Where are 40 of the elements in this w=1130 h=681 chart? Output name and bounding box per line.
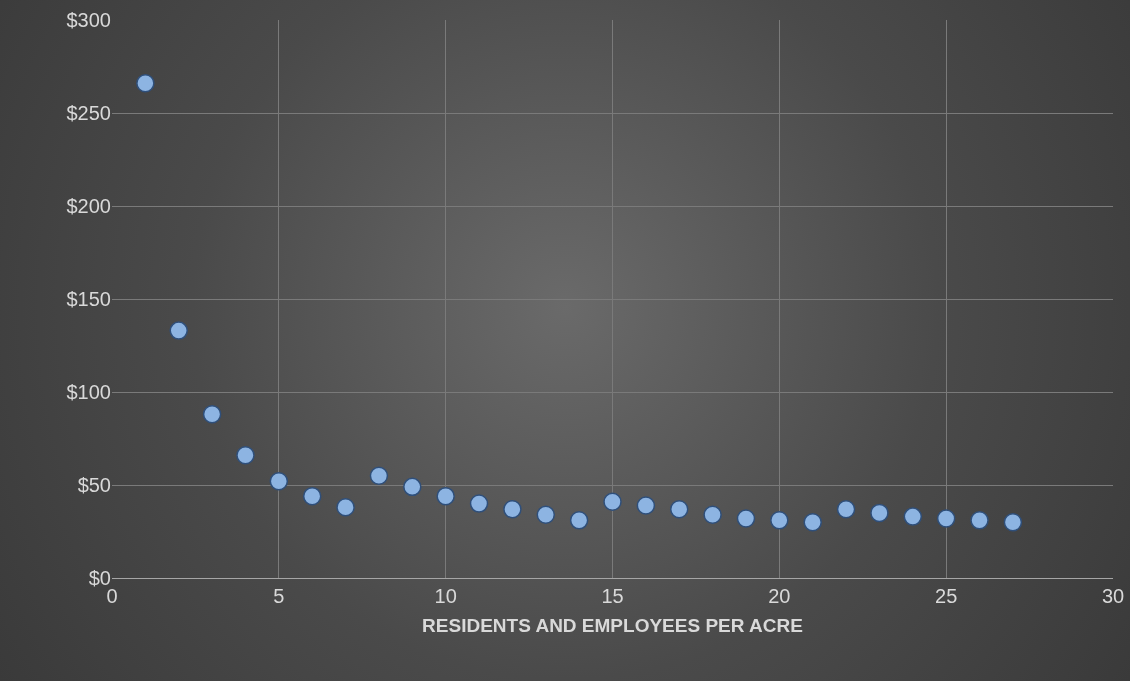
- point: [269, 472, 289, 491]
- y-tick-label: $300: [66, 9, 111, 31]
- point: [136, 73, 155, 93]
- point: [1003, 512, 1023, 532]
- point: [403, 477, 422, 497]
- point: [536, 505, 556, 524]
- x-tick-label: 5: [273, 585, 285, 607]
- y-tick-label: $50: [77, 474, 111, 496]
- point: [636, 496, 656, 515]
- point: [336, 498, 355, 517]
- x-axis-title: RESIDENTS AND EMPLOYEES PER ACRE: [422, 614, 803, 636]
- x-tick-label: 10: [434, 585, 457, 607]
- point: [369, 466, 389, 485]
- x-tick-label: 20: [768, 585, 791, 607]
- y-tick-label: $250: [66, 102, 111, 124]
- point: [736, 509, 756, 528]
- point: [703, 505, 722, 524]
- point: [803, 512, 822, 532]
- point: [236, 445, 255, 465]
- point: [302, 486, 322, 506]
- point: [970, 511, 989, 530]
- x-tick-label: 25: [935, 585, 958, 607]
- point: [669, 499, 689, 519]
- point: [936, 509, 956, 528]
- point: [870, 503, 889, 523]
- x-tick-label: 30: [1101, 585, 1125, 607]
- point: [503, 499, 522, 519]
- point: [569, 511, 589, 530]
- x-tick-label: 15: [601, 585, 624, 607]
- point: [903, 507, 923, 526]
- point: [770, 511, 789, 530]
- point: [603, 492, 622, 511]
- y-tick-label: $150: [66, 288, 111, 310]
- y-tick-label: $200: [66, 195, 111, 217]
- point: [469, 494, 489, 513]
- y-tick-label: $100: [66, 381, 111, 403]
- point: [202, 405, 222, 424]
- point: [836, 499, 856, 519]
- point: [169, 321, 188, 340]
- point: [436, 486, 455, 506]
